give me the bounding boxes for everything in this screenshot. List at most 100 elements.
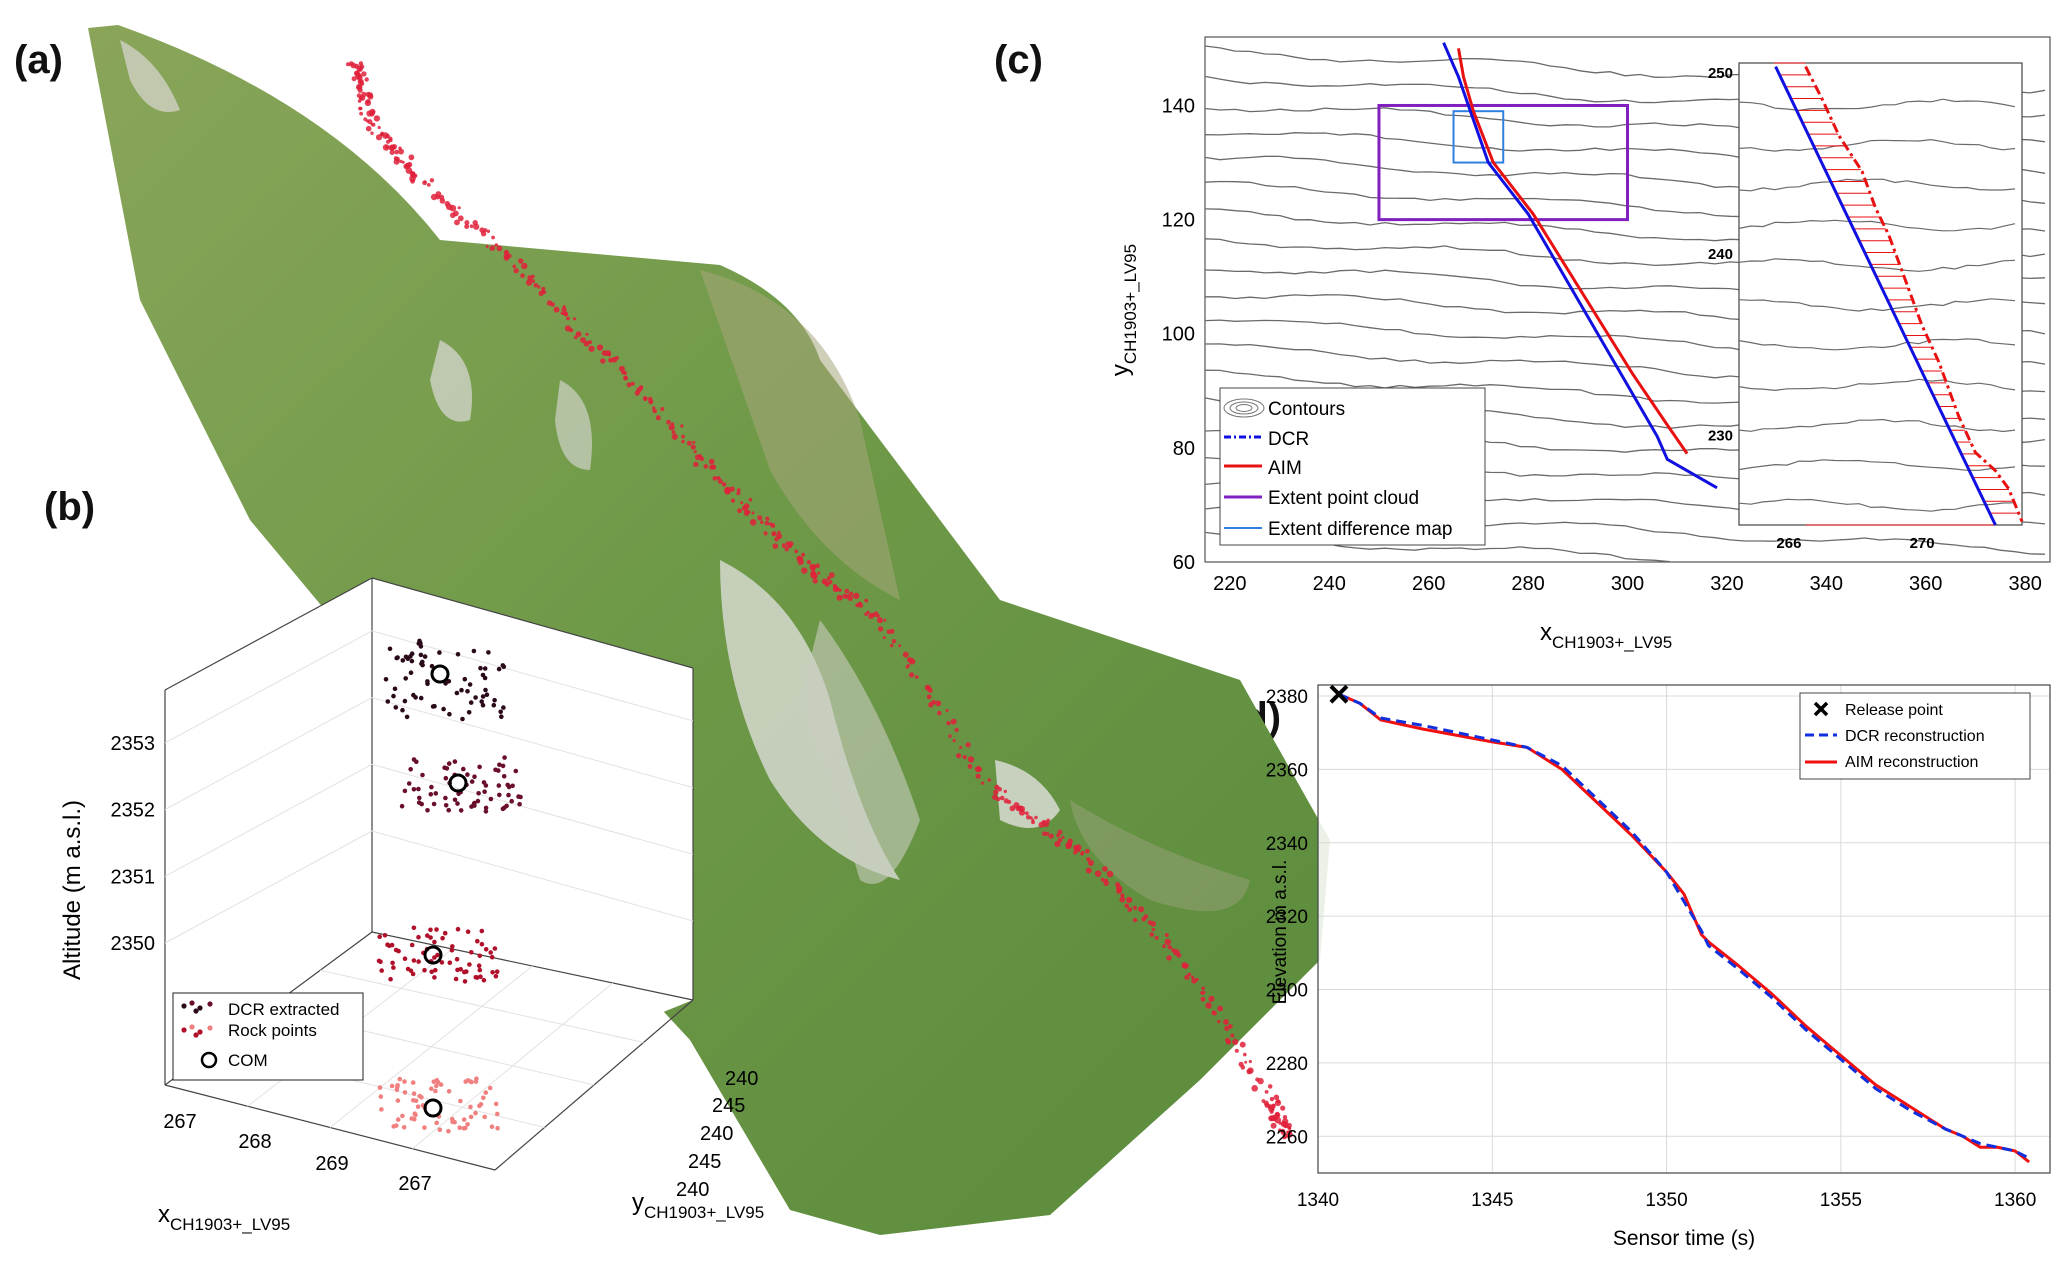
- trajectory-point: [1164, 938, 1172, 946]
- trajectory-point: [494, 243, 499, 247]
- chart-b-rock-point: [378, 1094, 384, 1099]
- chart-b-rock-point: [437, 1127, 443, 1132]
- chart-b-rock-point: [408, 670, 414, 675]
- trajectory-point: [914, 675, 919, 679]
- chart-b-rock-point: [466, 710, 472, 715]
- trajectory-point: [596, 344, 604, 351]
- trajectory-point: [848, 591, 854, 597]
- trajectory-point: [1282, 1115, 1288, 1120]
- trajectory-point: [889, 643, 894, 648]
- trajectory-point: [572, 317, 577, 321]
- trajectory-point: [1282, 1121, 1289, 1128]
- trajectory-point: [608, 357, 614, 363]
- chart-b-rock-point: [465, 689, 470, 694]
- trajectory-point: [898, 644, 902, 648]
- chart-b-rock-point: [472, 803, 477, 808]
- chart-b-rock-point: [497, 792, 502, 798]
- chart-b-rock-point: [408, 767, 414, 772]
- chart-b-z-tick-label: 2352: [111, 800, 156, 822]
- trajectory-point: [832, 586, 839, 592]
- chart-b-points: [376, 638, 523, 1134]
- chart-b-rock-point: [492, 946, 498, 951]
- chart-b-rock-point: [491, 702, 497, 708]
- chart-b-rock-point: [439, 960, 445, 965]
- trajectory-point: [626, 382, 632, 388]
- chart-b-rock-point: [480, 672, 486, 678]
- chart-b-legend-dot: [189, 1000, 195, 1006]
- chart-c-inset-ticks: 266 270 230 240 250: [1708, 65, 1935, 552]
- trajectory-point: [642, 396, 648, 401]
- chart-b-rock-point: [483, 809, 489, 814]
- trajectory-point: [729, 486, 735, 492]
- chart-d-series-dcr-reconstruction: [1338, 692, 2030, 1160]
- chart-b-y-tick-label: 240: [676, 1179, 709, 1201]
- trajectory-point: [1234, 1048, 1239, 1053]
- trajectory-point: [1184, 974, 1190, 980]
- chart-b-rock-point: [477, 953, 483, 959]
- chart-b-rock-point: [497, 762, 502, 767]
- trajectory-point: [1255, 1077, 1260, 1082]
- chart-b-rock-point: [496, 666, 502, 672]
- trajectory-point: [457, 206, 461, 210]
- trajectory-point: [836, 594, 843, 601]
- chart-b-rock-point: [382, 933, 388, 938]
- trajectory-point: [1280, 1105, 1286, 1111]
- chart-b-rock-point: [435, 952, 440, 958]
- chart-b-rock-point: [431, 1079, 437, 1084]
- chart-b-legend-dot: [193, 1008, 199, 1014]
- trajectory-point: [945, 709, 949, 712]
- chart-c-inset-contour-line: [1738, 378, 2016, 392]
- chart-b-rock-point: [443, 803, 449, 808]
- chart-b-rock-point: [500, 763, 506, 769]
- chart-b-rock-point: [476, 791, 481, 796]
- chart-b-rock-point: [469, 950, 474, 955]
- trajectory-point: [926, 685, 931, 691]
- chart-d-x-tick-label: 1355: [1820, 1190, 1862, 1211]
- trajectory-point: [351, 76, 357, 82]
- trajectory-point: [1120, 893, 1125, 898]
- chart-b-rock-point: [409, 658, 415, 664]
- trajectory-point: [375, 134, 383, 141]
- trajectory-point: [1240, 1065, 1246, 1070]
- trajectory-point: [889, 628, 895, 634]
- chart-b-z-tick-label: 2350: [111, 933, 156, 955]
- trajectory-point: [801, 567, 808, 574]
- trajectory-point: [660, 407, 665, 411]
- trajectory-point: [405, 167, 413, 174]
- chart-b-rock-point: [468, 1104, 473, 1110]
- trajectory-point: [828, 572, 835, 578]
- trajectory-point: [810, 565, 816, 571]
- chart-c-y-tick-label: 60: [1173, 552, 1195, 574]
- chart-c-inset-y-tick-label: 230: [1708, 427, 1733, 444]
- chart-c-x-tick-label: 240: [1313, 573, 1346, 595]
- chart-b-rock-point: [440, 935, 445, 941]
- trajectory-point: [882, 636, 886, 640]
- trajectory-point: [797, 558, 804, 566]
- trajectory-point: [561, 307, 567, 313]
- chart-c-inset-contour-line: [1738, 498, 2016, 512]
- trajectory-point: [357, 87, 363, 93]
- trajectory-point: [868, 613, 874, 619]
- trajectory-point: [666, 419, 671, 425]
- chart-b-rock-point: [377, 934, 383, 939]
- trajectory-point: [361, 71, 367, 77]
- chart-b-rock-point: [481, 1095, 486, 1101]
- trajectory-point: [1057, 829, 1063, 835]
- trajectory-point: [759, 520, 764, 524]
- chart-b-rock-point: [411, 925, 417, 931]
- trajectory-point: [741, 505, 748, 512]
- trajectory-point: [1251, 1085, 1258, 1092]
- chart-b-rock-point: [465, 929, 471, 934]
- trajectory-point: [730, 498, 736, 503]
- trajectory-point: [1225, 1039, 1232, 1045]
- chart-b-xlabel: xCH1903+_LV95: [158, 1201, 290, 1234]
- trajectory-point: [1200, 996, 1206, 1002]
- chart-c-inset-series-dcr: [1774, 65, 1997, 526]
- trajectory-point: [1086, 857, 1091, 862]
- chart-b-z-gridline: [371, 830, 694, 922]
- chart-b-com-marker: [423, 1098, 443, 1118]
- chart-b-rock-point: [488, 950, 494, 955]
